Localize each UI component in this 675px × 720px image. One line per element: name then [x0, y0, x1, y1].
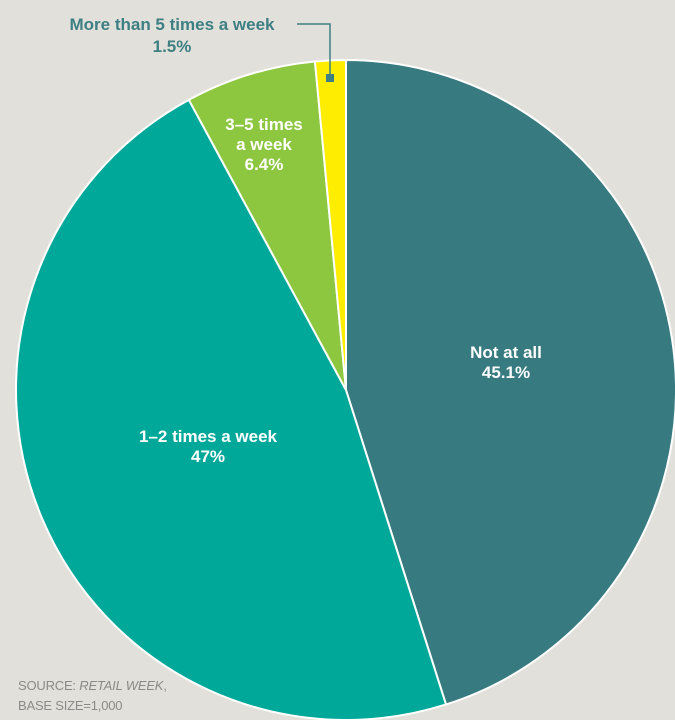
- source-prefix: SOURCE:: [18, 678, 80, 693]
- source-note: SOURCE: RETAIL WEEK, BASE SIZE=1,000: [18, 676, 167, 716]
- base-size: BASE SIZE=1,000: [18, 698, 123, 713]
- callout-value-label: 1.5%: [153, 37, 192, 56]
- slice-category-label: Not at all: [470, 343, 542, 362]
- slice-value-label: 6.4%: [245, 155, 284, 174]
- source-publication: RETAIL WEEK: [79, 678, 164, 693]
- slice-value-label: 45.1%: [482, 363, 530, 382]
- callout-leader-line: [297, 23, 331, 78]
- slice-category-label: 3–5 times: [225, 115, 303, 134]
- source-line: SOURCE: RETAIL WEEK,: [18, 676, 167, 696]
- pie-slices: [15, 58, 675, 720]
- source-suffix: ,: [163, 678, 167, 693]
- pie-slice-3-5-times-a-week: [187, 60, 347, 391]
- slice-category-label: 1–2 times a week: [139, 427, 278, 446]
- callout-category-label: More than 5 times a week: [69, 15, 275, 34]
- slice-category-label: a week: [236, 135, 292, 154]
- callout-marker: [326, 74, 334, 82]
- pie-slice-not-at-all: [345, 58, 675, 706]
- slice-value-label: 47%: [191, 447, 225, 466]
- pie-slice-1-2-times-a-week: [15, 98, 448, 720]
